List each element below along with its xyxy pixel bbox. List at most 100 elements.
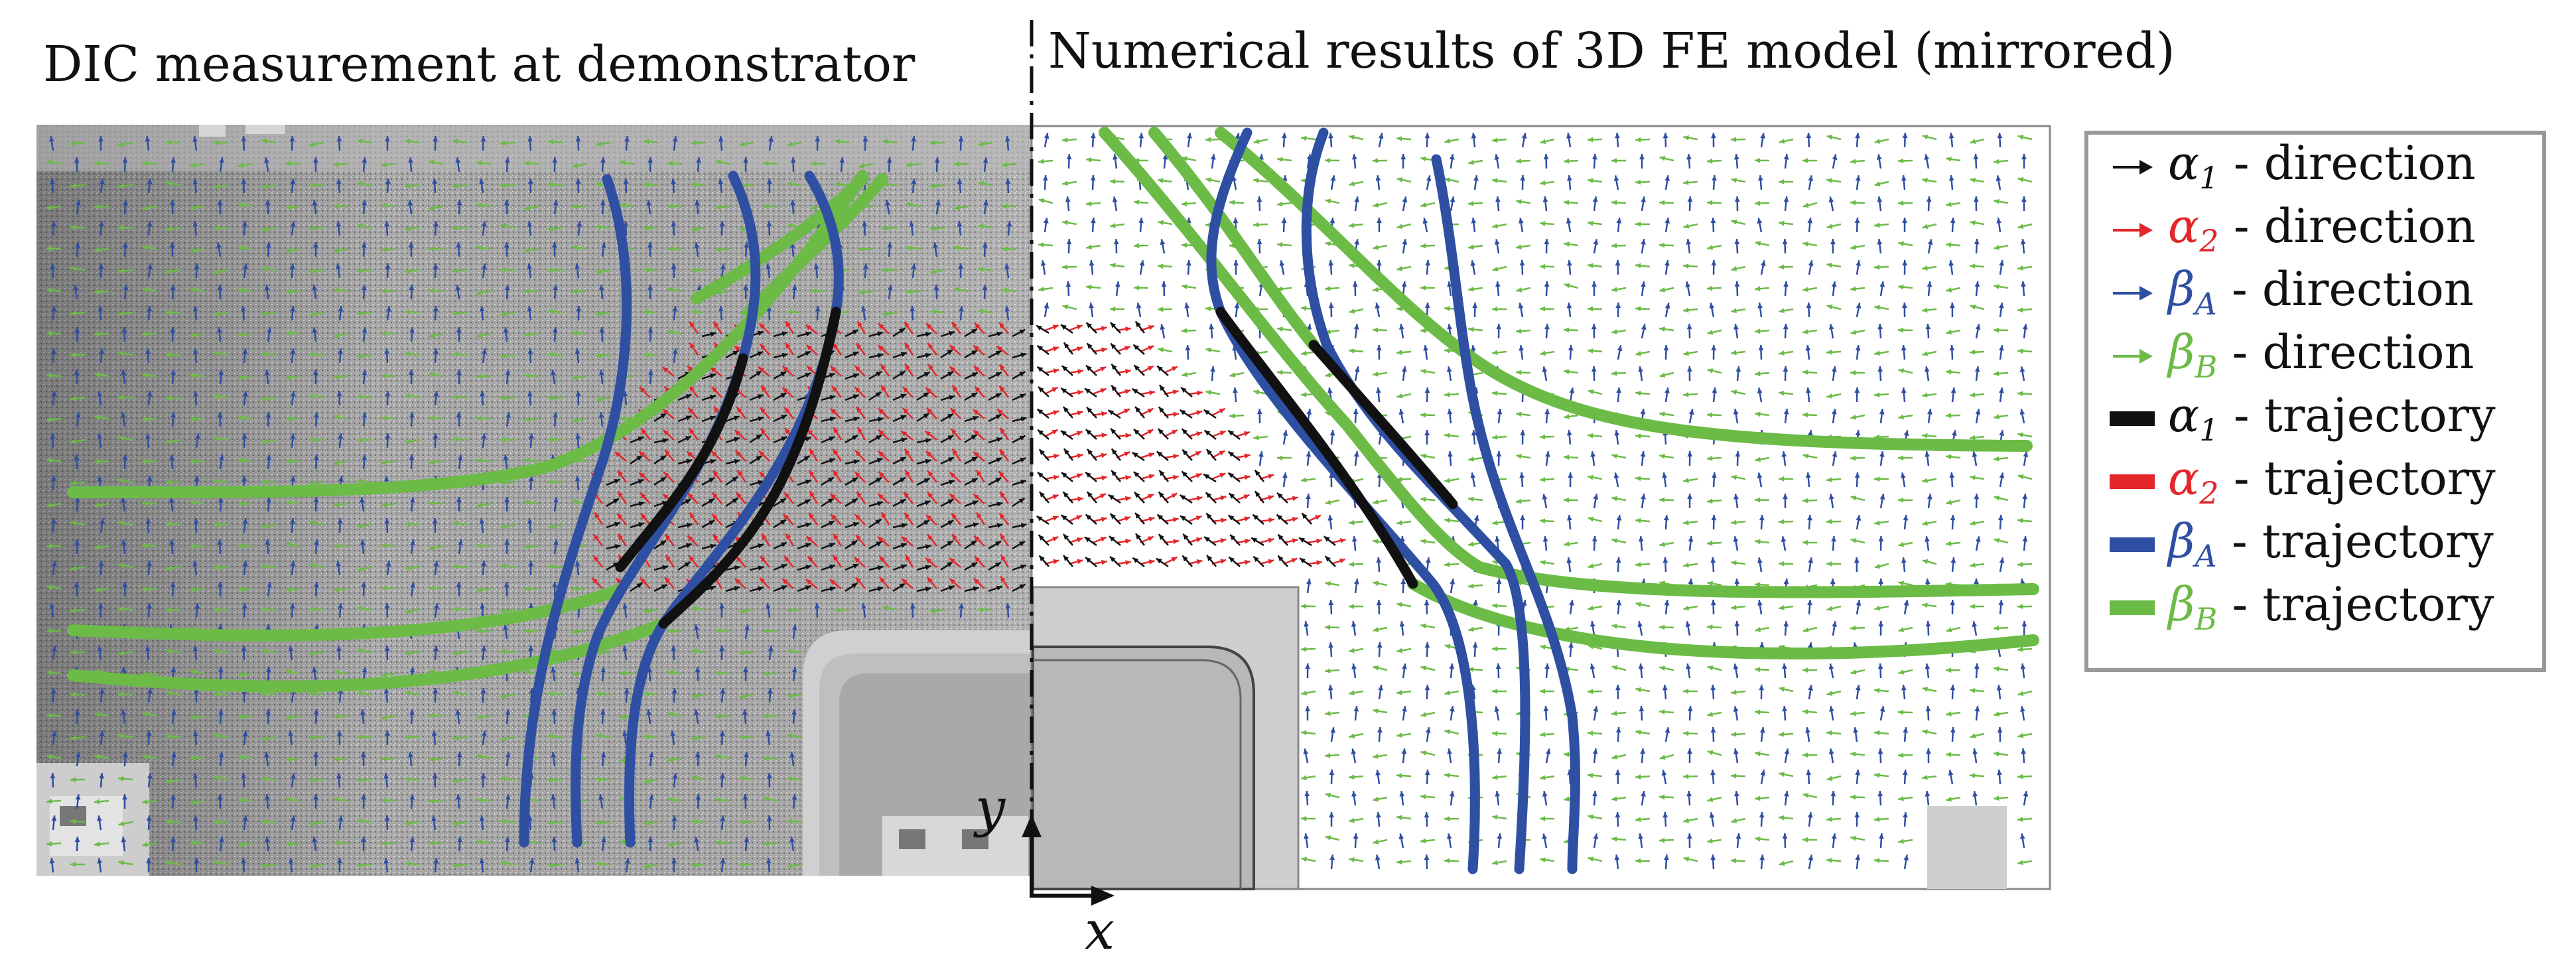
arrow-beta-b	[786, 607, 802, 613]
arrow-beta-a	[1830, 238, 1836, 254]
arrow-beta-a	[1712, 387, 1718, 403]
arrow-beta-b	[214, 311, 229, 317]
arrow-alpha1	[1037, 429, 1050, 440]
arrow-beta-b	[1898, 839, 1913, 844]
arrow-beta-a	[1351, 621, 1357, 636]
arrow-beta-b	[1349, 857, 1364, 862]
arrow-alpha2	[949, 557, 961, 568]
arrow-beta-b	[1468, 244, 1483, 250]
arrow-beta-a	[288, 645, 294, 661]
arrow-beta-a	[1760, 133, 1765, 148]
arrow-beta-b	[714, 204, 730, 210]
arrow-beta-a	[553, 284, 558, 300]
arrow-beta-b	[2017, 561, 2033, 567]
arrow-beta-a	[362, 411, 368, 427]
arrow-beta-a	[97, 858, 103, 873]
arrow-beta-a	[1304, 790, 1310, 806]
arrow-beta-b	[1349, 732, 1364, 738]
arrow-beta-b	[476, 457, 492, 463]
arrow-beta-a	[1005, 602, 1011, 618]
arrow-beta-b	[1755, 456, 1770, 462]
arrow-alpha1	[868, 371, 882, 380]
arrow-beta-b	[356, 862, 372, 868]
arrow-beta-b	[1182, 156, 1197, 162]
arrow-beta-a	[1617, 345, 1623, 360]
arrow-beta-a	[863, 263, 868, 279]
arrow-alpha2	[1092, 517, 1107, 523]
arrow-beta-a	[1828, 196, 1834, 212]
arrow-beta-a	[1004, 263, 1010, 279]
arrow-beta-b	[1779, 350, 1794, 356]
arrow-beta-a	[409, 793, 415, 809]
arrow-beta-a	[598, 794, 604, 809]
arrow-beta-a	[1686, 239, 1692, 254]
arrow-beta-b	[500, 563, 515, 569]
arrow-beta-a	[1160, 324, 1166, 339]
arrow-beta-a	[695, 200, 700, 215]
arrow-beta-a	[385, 433, 391, 448]
arrow-beta-b	[141, 586, 157, 592]
arrow-alpha1	[749, 350, 764, 359]
arrow-beta-b	[380, 373, 396, 379]
arrow-alpha1	[1012, 583, 1026, 592]
arrow-alpha1	[940, 330, 955, 338]
arrow-beta-a	[409, 284, 415, 300]
arrow-alpha1	[1181, 470, 1193, 482]
arrow-beta-a	[97, 645, 103, 661]
arrow-beta-a	[1733, 536, 1739, 551]
arrow-alpha1	[1203, 429, 1217, 440]
arrow-beta-a	[1759, 854, 1765, 870]
arrow-alpha2	[1187, 390, 1203, 396]
arrow-beta-b	[810, 161, 826, 167]
arrow-alpha2	[1044, 410, 1059, 417]
arrow-beta-a	[599, 326, 605, 342]
arrow-beta-a	[1733, 706, 1739, 721]
right-direction-arrows	[1036, 132, 2033, 870]
arrow-beta-b	[1897, 200, 1913, 206]
arrow-beta-b	[1038, 159, 1053, 165]
arrow-beta-b	[189, 543, 205, 549]
arrow-beta-a	[1999, 472, 2005, 488]
arrow-beta-b	[1683, 563, 1698, 568]
arrow-beta-a	[1948, 174, 1954, 190]
arrow-beta-a	[1545, 748, 1551, 764]
arrow-beta-b	[165, 395, 181, 401]
arrow-beta-b	[1324, 157, 1340, 163]
arrow-beta-b	[1707, 711, 1722, 717]
arrow-beta-b	[667, 842, 683, 847]
arrow-alpha2	[1283, 496, 1298, 502]
arrow-beta-a	[313, 157, 318, 172]
arrow-alpha2	[1092, 559, 1107, 565]
arrow-beta-a	[338, 603, 343, 618]
arrow-beta-a	[312, 837, 318, 852]
arrow-beta-b	[1706, 456, 1722, 461]
arrow-beta-a	[75, 793, 81, 809]
arrow-beta-b	[835, 139, 850, 145]
arrow-beta-a	[672, 305, 678, 321]
arrow-alpha2	[1283, 538, 1298, 544]
arrow-alpha2	[1068, 514, 1083, 523]
arrow-beta-b	[1826, 605, 1842, 612]
arrow-beta-b	[404, 734, 420, 740]
arrow-alpha2	[1211, 538, 1227, 544]
arrow-alpha1	[1012, 416, 1027, 423]
arrow-beta-a	[575, 135, 581, 151]
arrow-beta-a	[1186, 259, 1191, 275]
arrow-beta-b	[1970, 177, 1985, 183]
arrow-beta-b	[1969, 263, 1985, 269]
arrow-beta-a	[1329, 811, 1334, 827]
arrow-beta-b	[237, 797, 253, 803]
arrow-alpha2	[1187, 410, 1203, 417]
arrow-beta-b	[428, 500, 444, 506]
arrow-beta-a	[313, 709, 319, 724]
arrow-alpha1	[725, 458, 740, 465]
arrow-beta-b	[308, 182, 324, 188]
right-beta-a-trajectory-3	[1431, 154, 1580, 874]
arrow-alpha2	[1116, 408, 1130, 417]
arrow-alpha2	[1187, 431, 1203, 438]
arrow-beta-b	[691, 226, 707, 232]
arrow-beta-b	[1993, 751, 2009, 757]
arrow-alpha2	[1235, 474, 1251, 480]
arrow-beta-b	[1492, 860, 1507, 866]
arrow-beta-a	[1328, 599, 1334, 615]
